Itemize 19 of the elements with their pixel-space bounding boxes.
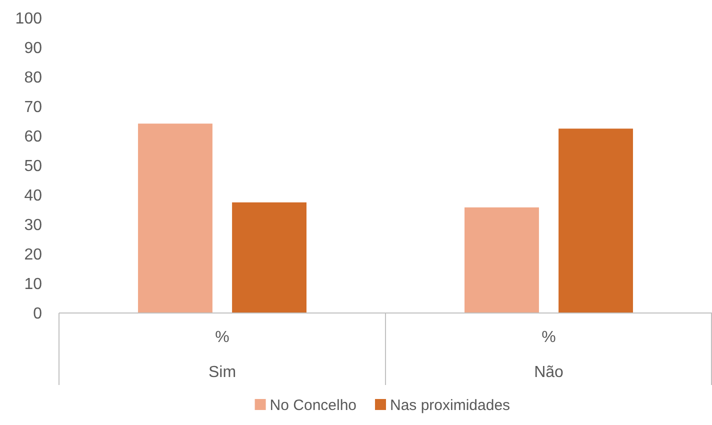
- y-tick-label: 50: [24, 158, 42, 176]
- y-tick-label: 10: [24, 276, 42, 294]
- y-tick-label: 40: [24, 188, 42, 205]
- y-tick-label: 90: [24, 40, 42, 58]
- bar: [232, 202, 306, 313]
- bar: [558, 128, 633, 313]
- y-tick-label: 0: [33, 306, 42, 323]
- y-tick-label: 20: [24, 246, 42, 264]
- bar: [138, 124, 212, 313]
- bar: [464, 207, 539, 313]
- x-tick-label: % Não: [534, 329, 564, 381]
- y-tick-label: 60: [24, 128, 42, 146]
- legend-label: Nas proximidades: [390, 397, 510, 414]
- legend-label: No Concelho: [270, 397, 357, 414]
- y-tick-label: 80: [24, 70, 42, 87]
- y-tick-label: 100: [15, 10, 42, 28]
- x-tick-label: % Sim: [208, 329, 236, 381]
- y-tick-label: 30: [24, 217, 42, 234]
- y-tick-label: 70: [24, 99, 42, 116]
